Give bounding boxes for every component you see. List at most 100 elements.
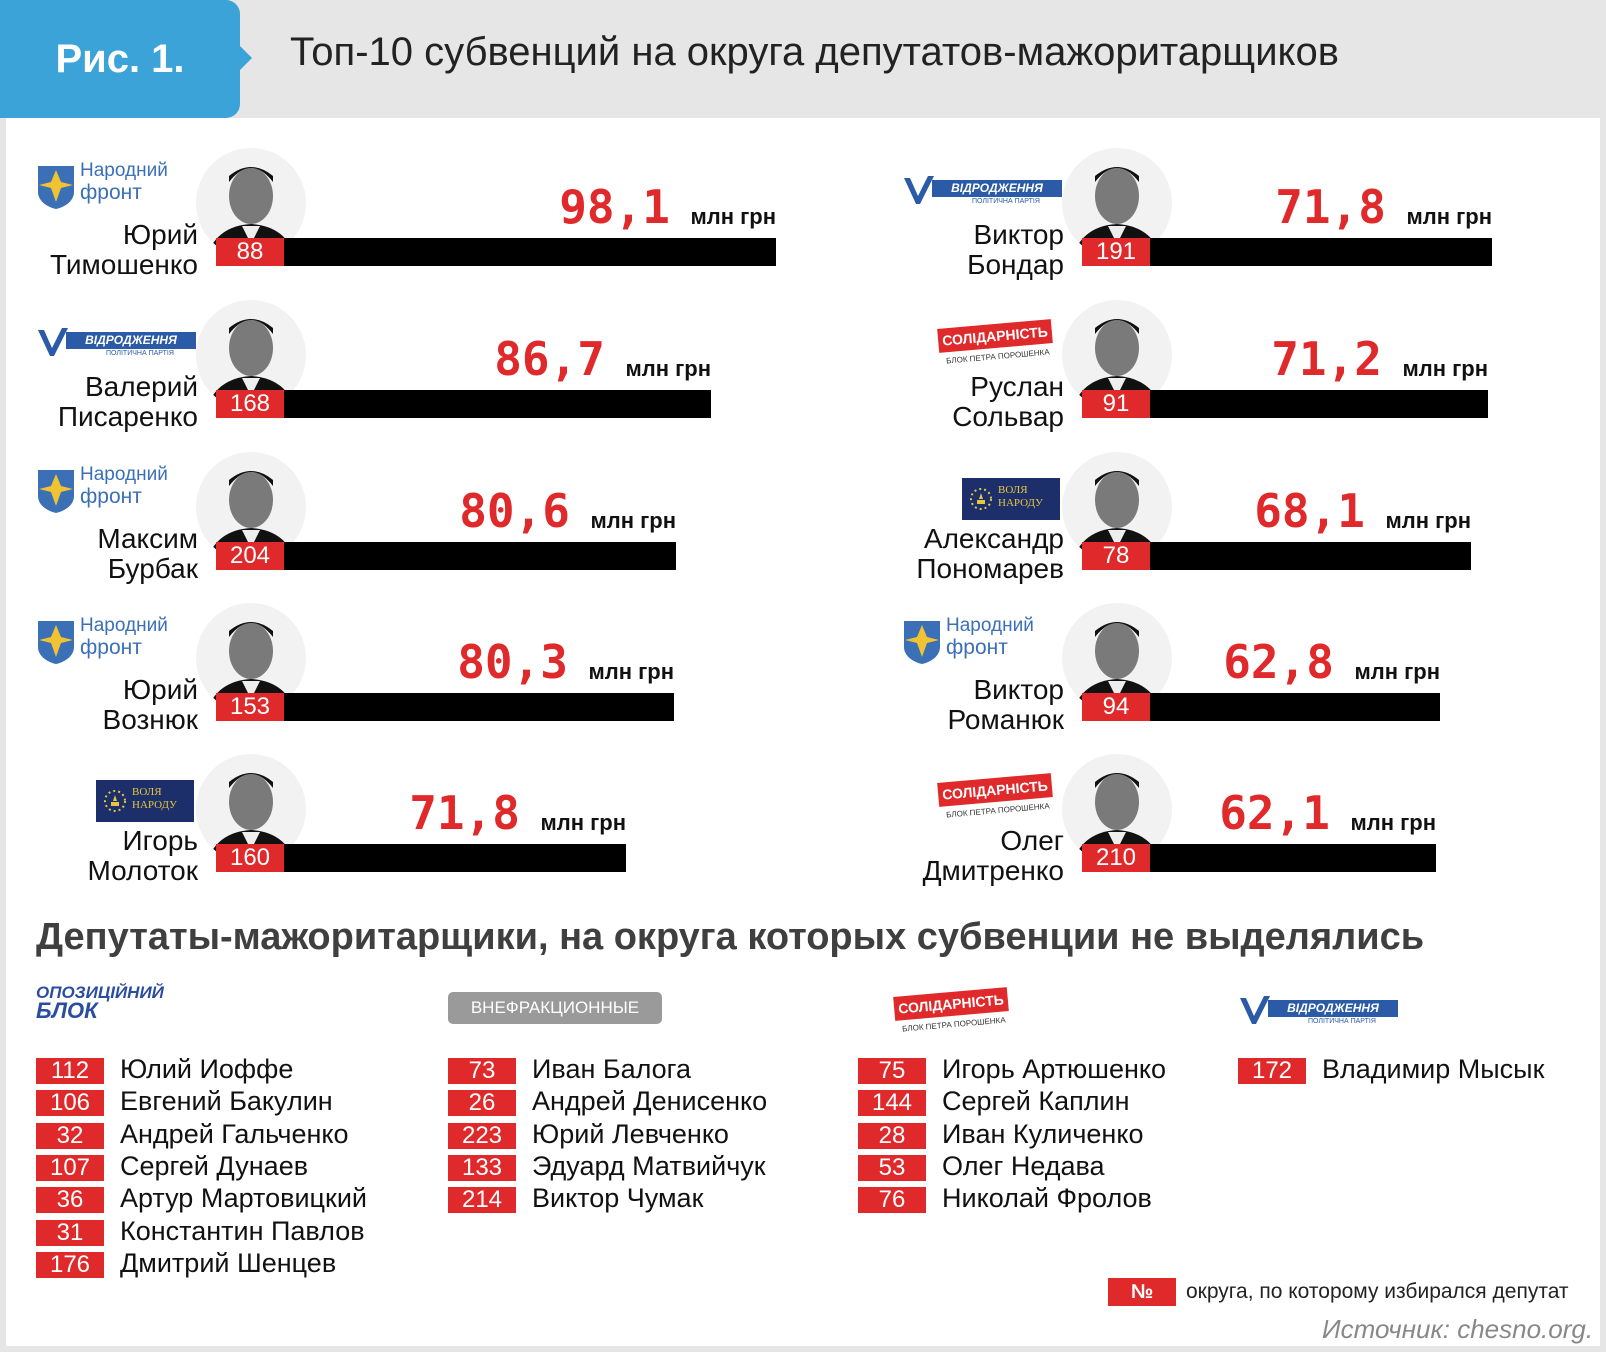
value-unit: млн грн [1350,810,1436,835]
chart-entry: ВІДРОДЖЕННЯ ПОЛІТИЧНА ПАРТІЯ Виктор Бондар 1… [872,128,1606,280]
value-unit: млн грн [1406,204,1492,229]
legend-symbol: № [1108,1278,1176,1306]
party-group: ОПОЗИЦІЙНИЙ БЛОК 112 Юлий Иоффе 106 Евгений Б… [36,978,367,1278]
deputy-name: Юрий Левченко [532,1118,729,1149]
list-item: 73 Иван Балога [448,1054,878,1086]
chart-title: Топ-10 субвенций на округа депутатов-маж… [290,30,1339,74]
volya-narodu-name: ВОЛЯ НАРОДУ [998,484,1043,510]
district-number: 144 [858,1090,926,1117]
bar [216,844,626,872]
solidarnist-logo: СОЛІДАРНІСТЬ БЛОК ПЕТРА ПОРОШЕНКА [902,310,1062,370]
list-item: 107 Сергей Дунаев [36,1151,466,1183]
solidarnist-mark: СОЛІДАРНІСТЬ БЛОК ПЕТРА ПОРОШЕНКА [937,773,1058,822]
chart-entry: ВОЛЯ НАРОДУ Александр Пономарев 78 млн грн 68,… [872,432,1606,584]
deputy-name: Иван Куличенко [942,1118,1144,1149]
district-number: 75 [858,1058,926,1084]
data-label: 80,3 [457,635,568,689]
district-number: 214 [448,1187,516,1214]
vidrodzhennya-logo: ВІДРОДЖЕННЯ ПОЛІТИЧНА ПАРТІЯ [1238,978,1398,1038]
deputy-first-name: Виктор [973,219,1064,250]
party-logo: ВОЛЯ НАРОДУ [36,764,196,824]
deputy-name: Эдуард Матвийчук [532,1150,766,1181]
deputy-last-name: Сольвар [952,401,1064,432]
unaffiliated-badge: ВНЕФРАКЦИОННЫЕ [448,992,662,1024]
deputy-photo [1062,452,1172,562]
deputy-last-name: Дмитренко [922,855,1064,886]
list-item: 133 Эдуард Матвийчук [448,1151,878,1183]
logo-text-line: фронт [946,636,1008,659]
district-number: 88 [216,238,284,266]
list-item: 214 Виктор Чумак [448,1183,878,1215]
vidrodzhennya-mark: ВІДРОДЖЕННЯ ПОЛІТИЧНА ПАРТІЯ [36,328,196,358]
bar [216,238,776,266]
logo-text-line: Народний [946,615,1034,636]
deputy-last-name: Молоток [87,855,198,886]
value-unit: млн грн [540,810,626,835]
deputy-name: Андрей Гальченко [120,1118,349,1149]
list-item: 112 Юлий Иоффе [36,1054,466,1086]
party-logo: СОЛІДАРНІСТЬ БЛОК ПЕТРА ПОРОШЕНКА [902,310,1062,370]
chart-entry: СОЛІДАРНІСТЬ БЛОК ПЕТРА ПОРОШЕНКА Руслан Со… [872,280,1606,432]
deputy-name: Максим Бурбак [26,524,198,584]
district-number: 91 [1082,390,1150,418]
district-number: 32 [36,1122,104,1149]
deputy-name: Владимир Мысык [1322,1054,1545,1084]
chart-entry: ВОЛЯ НАРОДУ Игорь Молоток 160 млн грн 71,8 [6,734,786,886]
district-number: 78 [1082,542,1150,570]
deputy-name: Олег Недава [942,1150,1105,1181]
volya-narodu-name: ВОЛЯ НАРОДУ [132,786,177,812]
chart-entry: ВІДРОДЖЕННЯ ПОЛІТИЧНА ПАРТІЯ Валерий Писаре… [6,280,786,432]
list-item: 176 Дмитрий Шенцев [36,1248,466,1280]
list-item: 144 Сергей Каплин [858,1086,1288,1118]
opposition-block-logo: ОПОЗИЦІЙНИЙ БЛОК [36,978,196,1038]
party-group: ВНЕФРАКЦИОННЫЕ 73 Иван Балога 26 Андрей Дени… [448,978,767,1214]
district-number: 26 [448,1090,516,1117]
deputy-first-name: Юрий [122,219,198,250]
chart-entry: Народний фронт Юрий Тимошенко 88 млн грн 98,1 [6,128,786,280]
narodny-front-name: Народний фронт [946,615,1034,659]
data-label: 80,6 [459,484,570,538]
district-number: 106 [36,1090,104,1117]
deputy-last-name: Вознюк [102,704,198,735]
deputy-first-name: Игорь [122,825,198,856]
narodny-front-emblem-icon [902,619,942,665]
deputy-first-name: Валерий [84,371,198,402]
deputy-name: Валерий Писаренко [26,372,198,432]
value-unit: млн грн [590,508,676,533]
district-number: 36 [36,1187,104,1214]
list-item: 223 Юрий Левченко [448,1119,878,1151]
value-unit: млн грн [1385,508,1471,533]
district-number: 204 [216,542,284,570]
chart-entry: Народний фронт Юрий Вознюк 153 млн грн 80,3 [6,583,786,735]
list-item: 76 Николай Фролов [858,1183,1288,1215]
logo-text-line: БЛОК [36,998,98,1023]
deputy-name: Иван Балога [532,1054,691,1084]
volya-narodu-logo: ВОЛЯ НАРОДУ [902,462,1062,522]
value-unit: млн грн [588,659,674,684]
list-item: 172 Владимир Мысык [1238,1054,1606,1086]
data-label: 62,8 [1223,635,1334,689]
deputy-first-name: Юрий [122,674,198,705]
district-number: 172 [1238,1058,1306,1084]
deputy-name: Юлий Иоффе [120,1054,294,1084]
list-item: 32 Андрей Гальченко [36,1119,466,1151]
deputy-name: Юрий Тимошенко [26,220,198,280]
figure-label-arrow [238,44,252,72]
party-group: СОЛІДАРНІСТЬ БЛОК ПЕТРА ПОРОШЕНКА 75 Игорь … [858,978,1166,1214]
party-group: ВІДРОДЖЕННЯ ПОЛІТИЧНА ПАРТІЯ 172 Владимир М… [1238,978,1544,1084]
deputy-name: Олег Дмитренко [892,826,1064,886]
deputy-name: Николай Фролов [942,1183,1152,1214]
vidrodzhennya-sub: ПОЛІТИЧНА ПАРТІЯ [106,350,174,357]
deputy-name: Артур Мартовицкий [120,1183,367,1214]
deputy-name: Игорь Молоток [26,826,198,886]
section-title: Депутаты-мажоритарщики, на округа которы… [36,916,1425,958]
volya-narodu-logo: ВОЛЯ НАРОДУ [36,764,196,824]
volya-narodu-mark: ВОЛЯ НАРОДУ [962,478,1060,520]
narodny-front-name: Народний фронт [80,160,168,204]
party-logo: Народний фронт [36,613,196,673]
narodny-front-logo: Народний фронт [36,158,196,218]
party-logo: ВОЛЯ НАРОДУ [902,462,1062,522]
legend-text: округа, по которому избирался депутат [1186,1280,1569,1303]
deputy-last-name: Романюк [947,704,1064,735]
data-label: 98,1 [559,180,670,234]
